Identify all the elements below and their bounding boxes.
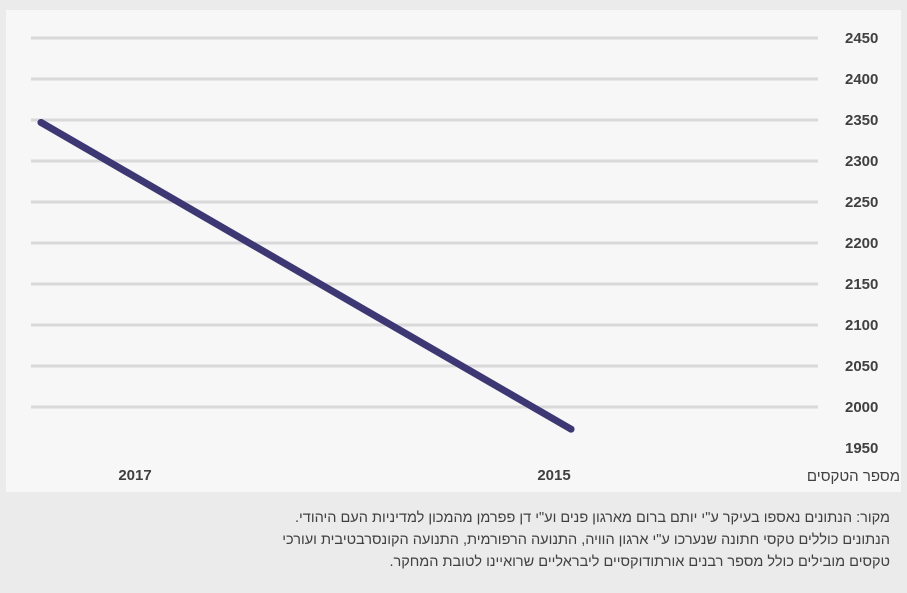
y-tick-label: 2200 (845, 235, 878, 252)
y-tick-label: 2250 (845, 194, 878, 211)
y-tick-label: 2100 (845, 317, 878, 334)
series-label: מספר הטקסים (807, 468, 900, 485)
source-note-line: מקור: הנתונים נאספו בעיקר ע"י יותם ברום … (294, 510, 890, 526)
y-tick-label: 2000 (845, 399, 878, 416)
x-tick-label: 2017 (118, 467, 151, 484)
y-tick-label: 1950 (845, 440, 878, 457)
y-tick-label: 2350 (845, 112, 878, 129)
x-tick-label: 2015 (537, 467, 570, 484)
chart-panel: 1950 2000 2050 2100 2150 2200 2250 2300 2350 2400… (6, 10, 901, 492)
y-tick-label: 2450 (845, 30, 878, 47)
y-tick-label: 2150 (845, 276, 878, 293)
data-point (37, 118, 45, 126)
y-tick-label: 2300 (845, 153, 878, 170)
data-point (567, 425, 575, 433)
source-note-line: הנתונים כוללים טקסי חתונה שנערכו ע"י ארג… (282, 532, 890, 548)
source-note: מקור: הנתונים נאספו בעיקר ע"י יותם ברום … (20, 507, 890, 573)
line-chart: 1950 2000 2050 2100 2150 2200 2250 2300 2350 2400… (31, 30, 900, 485)
y-tick-label: 2400 (845, 71, 878, 88)
y-tick-label: 2050 (845, 358, 878, 375)
series-line (37, 118, 575, 433)
source-note-line: טקסים מובילים כולל מספר רבנים אורתודוקסי… (389, 554, 890, 570)
